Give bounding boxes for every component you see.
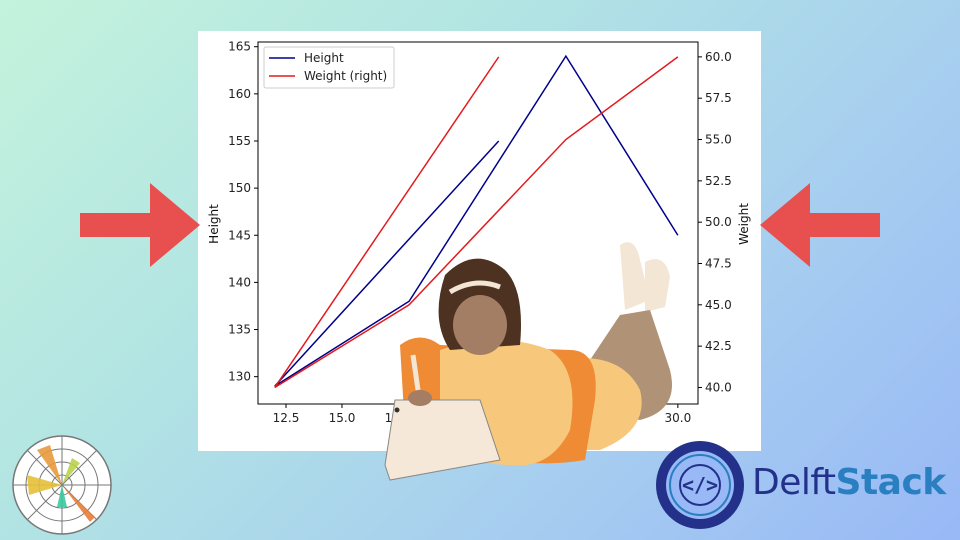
y-tick-label-right: 50.0 <box>705 215 732 229</box>
svg-text:</>: </> <box>682 473 718 497</box>
delftstack-wordmark: DelftStack <box>752 462 946 503</box>
y-tick-label-right: 60.0 <box>705 50 732 64</box>
y-tick-label-left: 130 <box>228 370 251 384</box>
legend-label-height: Height <box>304 51 344 65</box>
series-line-height <box>274 54 679 387</box>
y-tick-label-right: 40.0 <box>705 380 732 394</box>
legend-label-weight: Weight (right) <box>304 69 387 83</box>
y-axis-label-right: Weight <box>737 203 751 245</box>
y-tick-label-right: 57.5 <box>705 91 732 105</box>
y-tick-label-right: 47.5 <box>705 256 732 270</box>
girl-illustration-icon <box>384 242 672 481</box>
y-tick-label-left: 165 <box>228 40 251 54</box>
polar-chart-logo-icon <box>12 435 112 535</box>
series-line-weight <box>274 56 679 389</box>
right-arrow-icon <box>760 183 880 267</box>
y-tick-label-left: 135 <box>228 323 251 337</box>
brand-part-1: Delft <box>752 462 836 503</box>
legend-box <box>263 46 395 89</box>
brand-part-2: Stack <box>835 462 947 503</box>
y-tick-label-right: 52.5 <box>705 174 732 188</box>
y-axis-label-left: Height <box>207 204 221 244</box>
y-tick-label-right: 45.0 <box>705 298 732 312</box>
left-arrow-icon <box>80 183 200 267</box>
y-tick-label-right: 55.0 <box>705 133 732 147</box>
y-tick-label-left: 150 <box>228 181 251 195</box>
y-tick-label-left: 140 <box>228 275 251 289</box>
x-tick-label: 30.0 <box>664 411 691 425</box>
y-tick-label-left: 145 <box>228 228 251 242</box>
y-tick-label-left: 155 <box>228 134 251 148</box>
y-tick-label-right: 42.5 <box>705 339 732 353</box>
x-tick-label: 12.5 <box>273 411 300 425</box>
y-tick-label-left: 160 <box>228 87 251 101</box>
x-tick-label: 15.0 <box>329 411 356 425</box>
legend: Height Weight (right) <box>263 46 395 89</box>
delftstack-logo-icon: </> <box>656 441 744 529</box>
